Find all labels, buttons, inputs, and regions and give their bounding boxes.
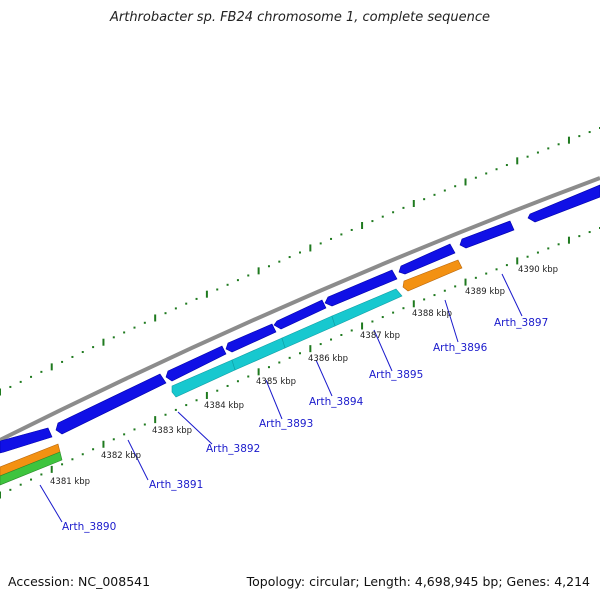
outer-tick-ring: [0, 127, 600, 396]
accession-text: Accession: NC_008541: [8, 574, 151, 589]
map-title: Arthrobacter sp. FB24 chromosome 1, comp…: [109, 10, 491, 25]
gene-arrow[interactable]: [171, 359, 236, 398]
label-leader-lines: [39, 273, 523, 523]
leader-line: [501, 273, 523, 317]
gene-arrow[interactable]: [527, 184, 600, 223]
orange-feature[interactable]: [402, 259, 463, 292]
gene-label-arth-3894[interactable]: Arth_3894: [309, 396, 364, 408]
chromosome-backbone: [0, 176, 600, 442]
gene-label-arth-3892[interactable]: Arth_3892: [206, 443, 260, 455]
leader-line: [373, 329, 393, 372]
gene-labels: Arth_3890 Arth_3891 Arth_3892 Arth_3893 …: [62, 317, 548, 533]
kbp-label: 4384 kbp: [204, 401, 244, 411]
gene-arrow[interactable]: [331, 288, 403, 327]
gene-label-arth-3890[interactable]: Arth_3890: [62, 521, 116, 533]
gene-arrow[interactable]: [225, 323, 277, 353]
kbp-label: 4387 kbp: [360, 331, 400, 341]
leader-line: [315, 359, 333, 397]
leader-line: [127, 439, 149, 481]
green-feature[interactable]: [0, 451, 63, 486]
gene-arrow[interactable]: [398, 243, 456, 275]
kbp-label: 4389 kbp: [465, 287, 505, 297]
kbp-label: 4386 kbp: [308, 354, 348, 364]
gene-arrow[interactable]: [273, 299, 327, 330]
forward-strand-genes: [0, 184, 600, 454]
gene-arrow[interactable]: [55, 373, 167, 435]
kbp-label: 4382 kbp: [101, 451, 141, 461]
gene-arrow[interactable]: [324, 269, 398, 307]
sequence-summary-text: Topology: circular; Length: 4,698,945 bp…: [246, 574, 590, 589]
leader-line: [265, 379, 283, 420]
leader-line: [39, 484, 63, 523]
gene-label-arth-3896[interactable]: Arth_3896: [433, 342, 488, 354]
kbp-label: 4385 kbp: [256, 377, 296, 387]
inner-tick-ring: [0, 227, 600, 499]
kbp-label: 4383 kbp: [152, 426, 192, 436]
gene-label-arth-3897[interactable]: Arth_3897: [494, 317, 548, 329]
kbp-labels: 4381 kbp 4382 kbp 4383 kbp 4384 kbp 4385…: [50, 265, 558, 487]
leader-line: [444, 299, 459, 343]
kbp-label: 4388 kbp: [412, 309, 452, 319]
kbp-label: 4381 kbp: [50, 477, 90, 487]
gene-label-arth-3893[interactable]: Arth_3893: [259, 418, 313, 430]
reverse-strand-genes: [171, 288, 403, 398]
kbp-label: 4390 kbp: [518, 265, 558, 275]
gene-arrow[interactable]: [0, 427, 53, 454]
leader-line: [177, 411, 213, 445]
gene-arrow[interactable]: [459, 220, 515, 249]
gene-arrow[interactable]: [165, 345, 227, 382]
gene-label-arth-3891[interactable]: Arth_3891: [149, 479, 203, 491]
gene-label-arth-3895[interactable]: Arth_3895: [369, 369, 423, 381]
